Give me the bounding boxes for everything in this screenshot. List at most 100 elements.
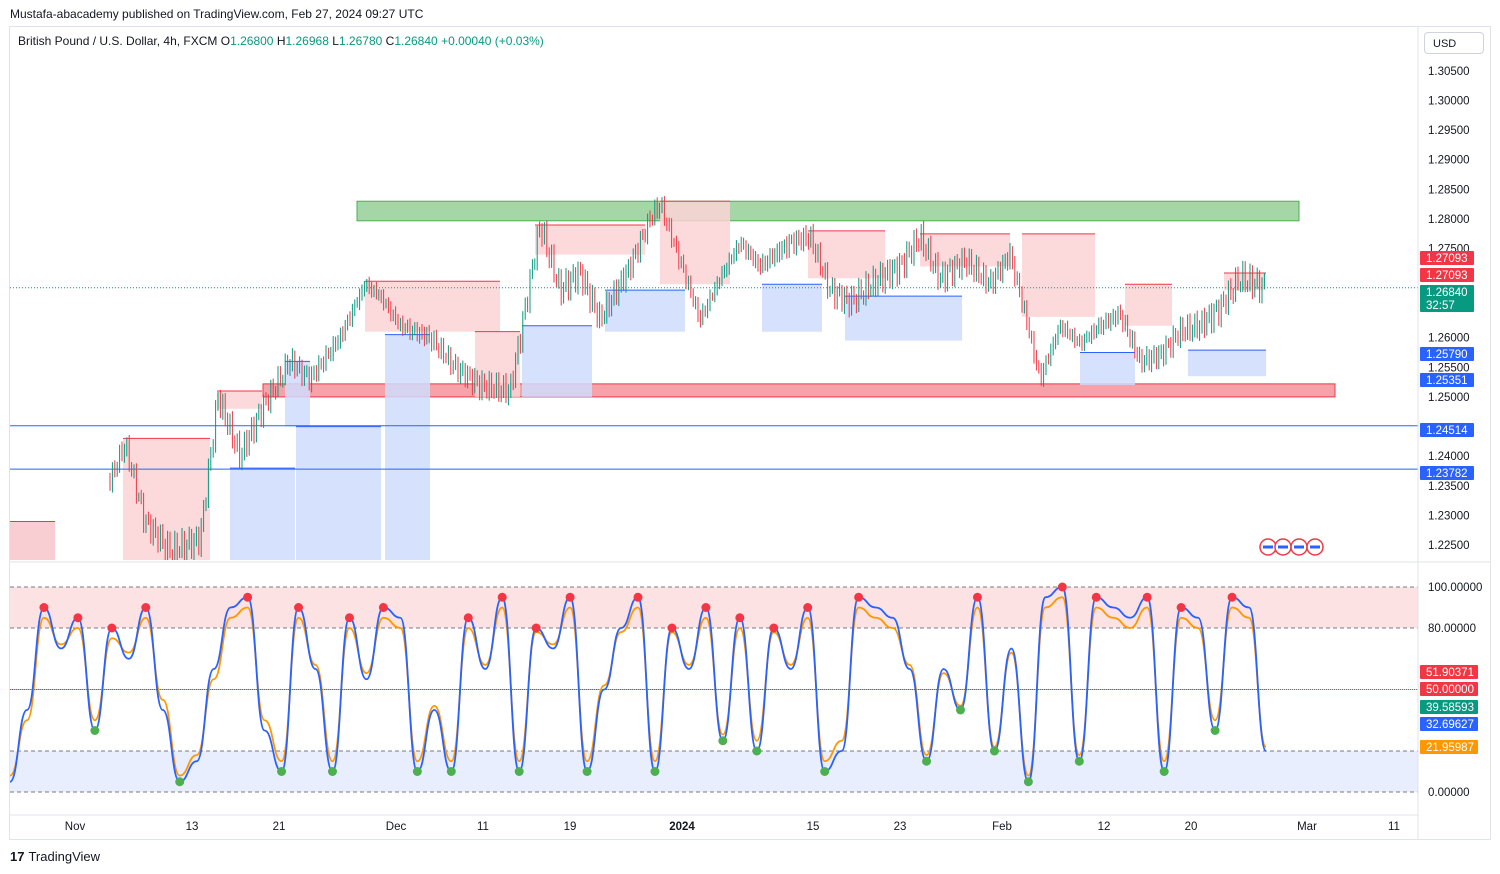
overbought-marker [565,592,575,602]
currency-button[interactable]: USD [1424,32,1484,54]
osc-tick-label: 100.00000 [1428,582,1482,594]
close-value: 1.26840 [394,34,438,48]
osc-value-tag [1420,740,1478,754]
overbought-marker [854,592,864,602]
symbol-legend: British Pound / U.S. Dollar, 4h, FXCM O1… [18,34,544,48]
oversold-marker [514,767,524,776]
oversold-marker [90,726,100,735]
overbought-marker [378,603,388,612]
overbought-marker [497,592,507,602]
time-tick-label: 21 [273,821,286,833]
price-tag-label: 1.27093 [1426,253,1468,265]
price-tag [1420,466,1474,480]
time-tick-label: 20 [1185,821,1198,833]
price-tag-label: 1.26840 [1426,287,1468,299]
low-value: 1.26780 [338,34,383,48]
time-tick-label: 19 [564,821,577,833]
order-block [365,281,500,332]
price-tick-label: 1.30000 [1428,95,1470,107]
oversold-marker [1210,726,1220,735]
time-tick-label: 2024 [669,821,695,833]
oversold-marker [1159,767,1169,776]
oversold-marker [446,767,456,776]
order-block [1125,284,1172,326]
overbought-marker [463,613,473,623]
price-tag-label: 1.27093 [1426,270,1468,282]
osc-value-label: 39.58593 [1426,702,1474,714]
low-label: L [332,34,339,48]
osc-tick-label: 80.00000 [1428,623,1476,635]
stochastic-d-line [9,596,1267,777]
oversold-marker [752,746,762,756]
order-block [762,284,822,332]
high-label: H [276,34,286,48]
oversold-marker [1074,756,1084,766]
order-block [296,426,381,560]
overbought-marker [141,603,151,612]
price-tick-label: 1.28500 [1428,184,1470,196]
change-value: +0.00040 (+0.03%) [441,34,544,48]
symbol-name[interactable]: British Pound / U.S. Dollar, 4h, FXCM [18,34,218,48]
oversold-marker [1023,777,1033,787]
open-value: 1.26800 [230,34,274,48]
overbought-marker [701,603,711,612]
time-tick-label: Dec [386,821,407,833]
price-tick-label: 1.25500 [1428,362,1470,374]
price-tag [1420,423,1474,437]
time-tick-label: 12 [1098,821,1111,833]
osc-value-tag [1420,717,1478,731]
price-tick-label: 1.29500 [1428,125,1470,137]
order-block [535,224,645,255]
order-block [217,390,262,409]
price-tag [1420,285,1474,299]
osc-tick-label: 0.00000 [1428,787,1470,799]
time-tick-label: Feb [992,821,1012,833]
oversold-marker [922,756,932,766]
time-tick-label: 11 [1388,821,1400,833]
price-tick-label: 1.30500 [1428,66,1470,78]
price-pane [10,196,1418,560]
brand-logo[interactable]: 17 TradingView [10,849,100,864]
order-block [660,201,730,285]
overbought-marker [1142,592,1152,602]
oversold-marker [175,777,185,787]
order-block [605,290,685,332]
time-tick-label: 11 [477,821,489,833]
oversold-marker [412,767,422,776]
oversold-band [10,751,1418,792]
oversold-marker [582,767,592,776]
osc-value-label: 50.00000 [1426,684,1474,696]
overbought-marker [531,623,541,633]
price-tick-label: 1.24000 [1428,451,1470,463]
oversold-marker [718,736,728,746]
time-tick-label: 15 [807,821,820,833]
price-tick-label: 1.25000 [1428,392,1470,404]
price-tag [1420,268,1474,282]
time-tick-label: Nov [65,821,86,833]
order-block [522,325,592,397]
overbought-marker [39,603,49,612]
overbought-marker [735,613,745,623]
time-tick-label: 13 [186,821,199,833]
price-tag [1420,373,1474,387]
overbought-marker [769,623,779,633]
order-block [845,296,962,341]
order-block [10,521,55,560]
tradingview-logo-icon: 17 [10,849,25,864]
price-tag-label: 1.23782 [1426,468,1468,480]
price-tag-label: 32:57 [1426,300,1455,312]
price-tick-label: 1.26000 [1428,333,1470,345]
time-tick-label: 23 [894,821,907,833]
price-tick-label: 1.23000 [1428,511,1470,523]
price-tag [1420,251,1474,265]
overbought-marker [73,613,83,623]
zones [10,200,1418,560]
oversold-marker [327,767,337,776]
stochastic-pane [9,582,1418,793]
axes: 1.30500 1.30000 1.29500 1.29000 1.28500 1.280… [10,27,1490,840]
resistance-zone [356,200,1300,222]
price-tag [1420,298,1474,312]
order-block [920,233,1010,267]
osc-value-label: 51.90371 [1426,667,1474,679]
